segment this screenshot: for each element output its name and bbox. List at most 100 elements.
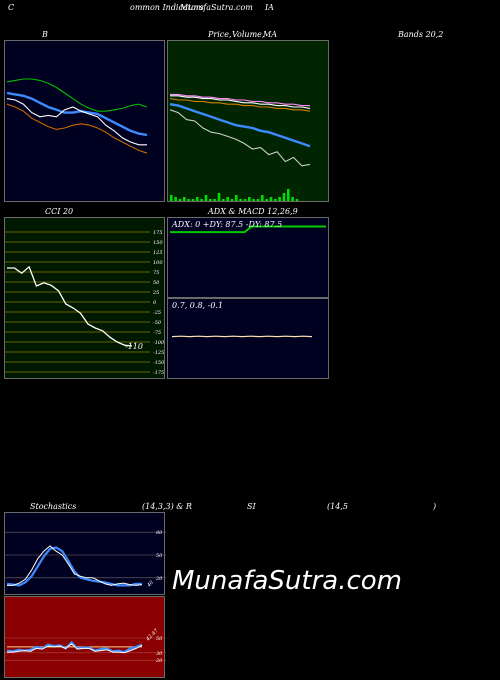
cci-tick-label: 0 (153, 300, 157, 306)
cci-tick-label: -175 (153, 370, 164, 376)
price-panel (167, 40, 329, 202)
volume-bar (222, 199, 225, 201)
watermark: MunafaSutra.com (172, 566, 403, 596)
stoch-last-value: 40 (145, 579, 155, 589)
bollinger-chart (6, 78, 148, 154)
stoch-series-1 (7, 545, 143, 586)
volume-bar (243, 199, 247, 201)
stochastics-panel: 80 50 20 40 (4, 512, 166, 595)
adx-values: ADX: 0 +DY: 87.5 -DY: 87.5 (172, 220, 283, 229)
volume-bar (295, 199, 299, 201)
cci-series (7, 265, 133, 347)
cci-chart: 175 150 125 100 75 50 25 0 -25 -50 -75 -100 -125 -150… (5, 230, 165, 376)
stoch-tick-label: 80 (156, 530, 163, 536)
volume-bar (252, 199, 255, 201)
volume-bar (256, 199, 260, 201)
volume-bar (209, 199, 212, 201)
rsi-series-1 (6, 640, 143, 654)
cci-tick-label: -50 (153, 320, 162, 326)
macd-chart (171, 335, 313, 338)
volume-bar (287, 189, 290, 201)
cci-tick-label: -150 (153, 360, 165, 366)
header-site: MunafaSutra.com (180, 3, 253, 12)
bollinger-series-3 (6, 103, 148, 154)
price-title: Price, (208, 30, 232, 39)
volume-bar (217, 193, 221, 201)
volume-bar (261, 195, 264, 201)
volume-bar (200, 199, 203, 201)
volume-bar (213, 199, 216, 201)
rsi-series-2 (7, 643, 143, 654)
macd-panel: 0.7, 0.8, -0.1 (167, 298, 329, 379)
rsi-tick-label: 30 (156, 651, 163, 657)
stoch-series-0 (6, 546, 142, 587)
price-series-1 (170, 95, 311, 109)
rsi-tick-label: 50 (156, 636, 163, 642)
volume-bar (291, 197, 294, 201)
cci-tick-label: -125 (153, 350, 164, 356)
volume-bar (278, 197, 281, 201)
volume-bar (174, 197, 177, 201)
bollinger-series-1 (6, 91, 148, 137)
cci-tick-label: 175 (153, 230, 163, 236)
volume-bar (269, 197, 273, 201)
volume-bar (226, 197, 229, 201)
volume-bar (191, 199, 195, 201)
volume-bar (187, 199, 190, 201)
cci-tick-label: 150 (153, 240, 163, 246)
cci-tick-label: 100 (153, 260, 163, 266)
volume-title: Volume, (232, 30, 265, 39)
volume-bar (204, 195, 208, 201)
bollinger-series-2 (6, 98, 147, 146)
rsi-tick-label: 20 (155, 658, 163, 664)
cci-tick-label: 25 (152, 290, 159, 296)
volume-bar (178, 199, 182, 201)
cci-title: CCI 20 (45, 207, 74, 216)
volume-bar (265, 199, 268, 201)
rsi-title: SI (247, 502, 256, 511)
volume-bar (196, 197, 199, 201)
price-series-2 (169, 98, 311, 112)
adx-panel: ADX: 0 +DY: 87.5 -DY: 87.5 (167, 217, 329, 298)
volume-bar (183, 197, 186, 201)
cci-tick-label: -100 (153, 340, 165, 346)
adx-series (170, 225, 326, 234)
header-left: C (8, 3, 15, 12)
rsi-params: (14,5 (327, 502, 348, 511)
volume-bar (235, 195, 238, 201)
stoch-title: Stochastics (30, 502, 77, 511)
cci-last-value: -110 (125, 342, 143, 351)
stoch-tick-label: 20 (155, 576, 163, 582)
cci-panel: 175 150 125 100 75 50 25 0 -25 -50 -75 -100 -125 -150… (4, 217, 165, 379)
ma-title: MA (263, 30, 277, 39)
bollinger-title: B (42, 30, 48, 39)
cci-tick-label: 125 (153, 250, 163, 256)
header-center: ommon Indicators (130, 3, 204, 12)
volume-bar (282, 193, 286, 201)
volume-bar (230, 199, 234, 201)
cci-tick-label: 75 (153, 270, 159, 276)
bollinger-panel (4, 40, 165, 202)
volume-bar (248, 197, 251, 201)
macd-values: 0.7, 0.8, -0.1 (172, 301, 224, 310)
rsi-panel: 50 30 20 42.47 (4, 596, 166, 678)
stoch-params: (14,3,3) & R (142, 502, 192, 511)
header-right: IA (265, 3, 274, 12)
stoch-tick-label: 50 (156, 553, 163, 559)
price-series-4 (169, 109, 311, 167)
volume-bar (274, 199, 277, 201)
cci-tick-label: -25 (153, 310, 161, 316)
price-series-0 (170, 93, 310, 107)
cci-tick-label: -75 (153, 330, 161, 336)
cci-tick-label: 50 (153, 280, 160, 286)
price-chart (169, 93, 311, 201)
volume-bar (239, 199, 242, 201)
rsi-close: ) (433, 502, 437, 511)
price-series-3 (169, 103, 311, 148)
volume-bar (170, 195, 173, 201)
adx-chart (170, 225, 326, 234)
bollinger-series-0 (6, 78, 148, 112)
adx-macd-title: ADX & MACD 12,26,9 (208, 207, 298, 216)
